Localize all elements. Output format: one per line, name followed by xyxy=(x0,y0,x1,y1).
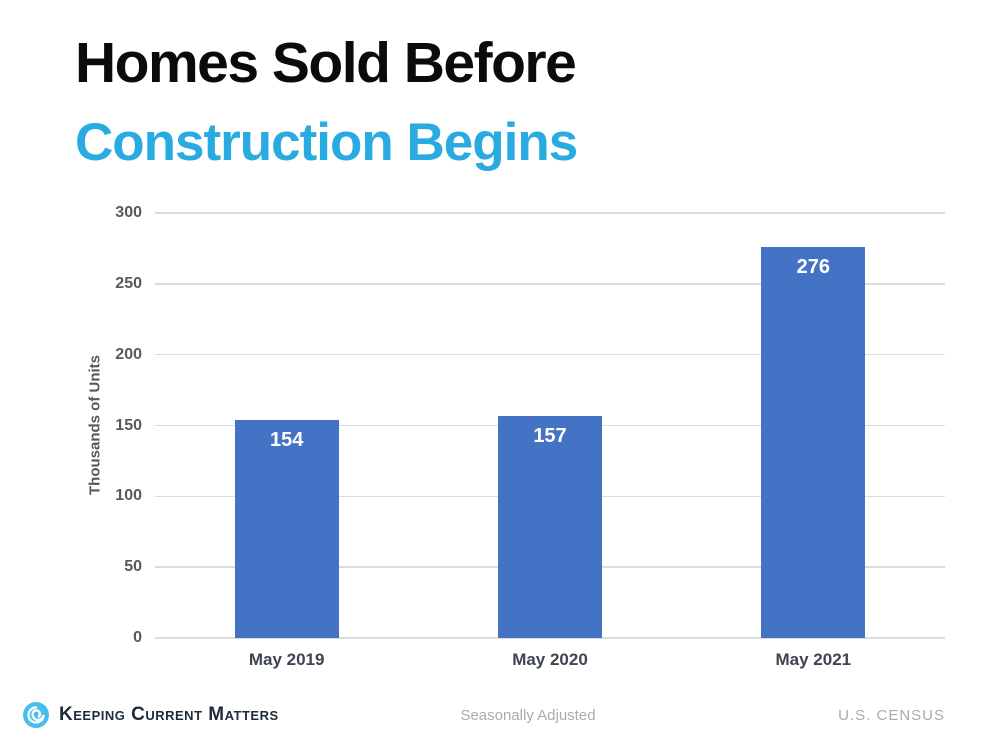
y-tick-label-200: 200 xyxy=(115,345,142,363)
x-category-label: May 2020 xyxy=(512,650,588,669)
data-source-label: U.S. CENSUS xyxy=(838,707,945,724)
bar-value-label: 154 xyxy=(269,428,304,451)
gridline-0 xyxy=(155,637,945,639)
chart-title-line2: Construction Begins xyxy=(75,113,578,172)
gridline-250 xyxy=(155,283,945,285)
plot-area: 300 250 200 150 100 50 0 154 May 2019 157 May 2020… xyxy=(115,204,945,669)
y-tick-label-100: 100 xyxy=(115,487,142,505)
gridline-200 xyxy=(155,353,945,356)
gridline-300 xyxy=(155,212,945,214)
bar-may-2021: 276 xyxy=(761,247,866,638)
brand-name: Keeping Current Matters xyxy=(59,704,279,725)
y-tick-label-300: 300 xyxy=(115,204,142,221)
y-tick-label-0: 0 xyxy=(133,629,142,646)
y-tick-label-150: 150 xyxy=(115,416,142,434)
chart-title-line1: Homes Sold Before xyxy=(75,31,577,95)
swirl-icon xyxy=(23,702,49,728)
bar-value-label: 157 xyxy=(533,424,567,447)
bar-may-2020: 157 xyxy=(498,415,602,638)
x-category-label: May 2021 xyxy=(775,650,852,669)
x-category-label: May 2019 xyxy=(248,650,325,669)
bar-may-2019: 154 xyxy=(234,419,339,638)
y-tick-label-50: 50 xyxy=(124,558,142,576)
bar-value-label: 276 xyxy=(796,256,831,278)
seasonally-adjusted-note: Seasonally Adjusted xyxy=(460,707,596,724)
brand-logo: Keeping Current Matters xyxy=(22,701,279,729)
y-tick-label-250: 250 xyxy=(115,274,142,292)
